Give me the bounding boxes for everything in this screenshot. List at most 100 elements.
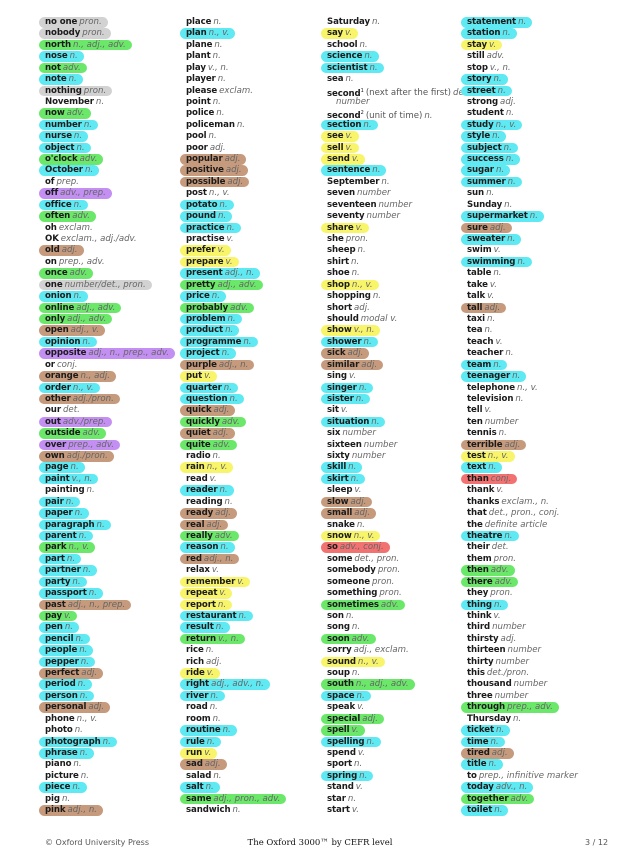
entry-text: some det., pron.	[321, 554, 405, 565]
part-of-speech: n., v.	[208, 188, 230, 199]
entry-text: school n.	[321, 40, 374, 51]
highlight-gr: o'clock adv.	[39, 154, 104, 165]
part-of-speech: adv.	[82, 428, 101, 439]
part-of-speech: adv.	[79, 154, 98, 165]
headword: send	[327, 154, 350, 165]
highlight-c: problem n.	[180, 313, 242, 325]
word-entry: salt n.	[180, 782, 321, 793]
highlight-c: street n.	[461, 85, 512, 97]
word-entry: November n.	[45, 97, 180, 108]
part-of-speech: n.	[371, 17, 381, 27]
part-of-speech: n.	[492, 131, 501, 142]
highlight-c: pepper n.	[39, 656, 95, 668]
part-of-speech: adj.	[225, 165, 242, 176]
word-entry: snake n.	[327, 520, 462, 531]
part-of-speech: n.	[232, 805, 241, 816]
headword: poor	[186, 142, 208, 153]
headword: summer	[467, 176, 506, 187]
part-of-speech: n.	[502, 28, 511, 39]
headword: right	[186, 679, 210, 690]
part-of-speech: exclam., adj./adv.	[60, 234, 137, 245]
homonym-number: 1	[360, 87, 364, 94]
part-of-speech: exclam.	[58, 222, 93, 233]
headword: sea	[327, 74, 344, 85]
headword: tell	[467, 405, 483, 416]
entry-text: rice n.	[180, 645, 220, 656]
headword: opinion	[45, 336, 81, 347]
headword: ready	[186, 508, 214, 519]
word-entry: order n., v.	[39, 382, 180, 394]
highlight-c: routine n.	[180, 725, 237, 736]
part-of-speech: n.	[507, 234, 516, 245]
highlight-gr: outside adv.	[39, 428, 107, 439]
headword: toilet	[467, 805, 493, 816]
word-entry: radio n.	[186, 451, 321, 462]
word-entry: rich adj.	[186, 657, 321, 668]
highlight-c: story n.	[461, 74, 508, 85]
word-entry: nurse n.	[39, 131, 180, 142]
entry-text: salad n.	[180, 771, 228, 782]
word-entry: should modal v.	[327, 314, 462, 325]
headword: second	[327, 88, 361, 99]
word-entry: student n.	[467, 108, 602, 119]
part-of-speech: n.	[221, 348, 230, 359]
word-entry: talk v.	[467, 291, 602, 302]
word-entry: paint v., n.	[39, 473, 180, 485]
entry-text: she pron.	[321, 234, 374, 245]
highlight-b: terrible adj.	[461, 439, 527, 451]
word-entry: own adj./pron.	[39, 451, 180, 462]
part-of-speech: n.	[512, 713, 522, 724]
headword: skill	[327, 462, 347, 473]
part-of-speech: n.	[224, 496, 233, 507]
headword: teacher	[467, 348, 504, 359]
word-entry: quick adj.	[180, 405, 321, 416]
highlight-g: one number/det., pron.	[39, 279, 152, 291]
highlight-gr: same adj., pron., adv.	[180, 793, 287, 805]
word-entry: special adj.	[321, 713, 462, 725]
headword: river	[186, 690, 209, 701]
headword: telephone	[467, 382, 515, 393]
headword: off	[45, 188, 59, 199]
part-of-speech: adj./pron.	[72, 393, 114, 404]
headword: so	[327, 542, 338, 553]
word-entry: sure adj.	[461, 222, 602, 234]
entry-text: table n.	[461, 268, 508, 279]
headword: spelling	[327, 736, 365, 747]
word-entry: the definite article	[467, 520, 602, 531]
headword: shoe	[327, 268, 350, 279]
part-of-speech: adv.	[72, 211, 91, 222]
highlight-gr: sometimes adv.	[321, 599, 405, 611]
part-of-speech: prep., infinitive marker	[478, 770, 578, 781]
highlight-c: success n.	[461, 154, 520, 165]
headword: point	[186, 96, 211, 107]
entry-text: shopping n.	[321, 291, 387, 302]
headword: slow	[327, 496, 349, 507]
part-of-speech: v.	[345, 131, 353, 142]
headword: section	[327, 119, 362, 130]
headword: time	[467, 736, 489, 747]
headword: remember	[186, 576, 236, 587]
headword: often	[45, 211, 71, 222]
word-entry: they pron.	[467, 588, 602, 599]
headword: person	[45, 690, 78, 701]
entry-text: three number	[461, 691, 534, 702]
entry-text: road n.	[180, 702, 224, 713]
word-entry: outside adv.	[39, 428, 180, 439]
highlight-b: tall adj.	[461, 302, 507, 314]
part-of-speech: adv.	[62, 62, 81, 73]
highlight-c: nose n.	[39, 51, 84, 62]
headword: story	[467, 74, 492, 85]
entry-text: painting n.	[39, 485, 101, 496]
part-of-speech: v.	[345, 142, 353, 153]
part-of-speech: n.	[356, 690, 365, 701]
headword: thanks	[467, 496, 500, 507]
part-of-speech: n.	[351, 268, 360, 279]
word-entry: off adv., prep.	[39, 188, 180, 199]
part-of-speech: n.	[507, 176, 516, 187]
word-entry: reason n.	[180, 542, 321, 553]
highlight-c: nurse n.	[39, 131, 89, 142]
headword: today	[467, 782, 494, 793]
word-entry: over prep., adv.	[39, 439, 180, 451]
word-entry: tea n.	[467, 325, 602, 336]
part-of-speech: v.	[348, 371, 357, 382]
